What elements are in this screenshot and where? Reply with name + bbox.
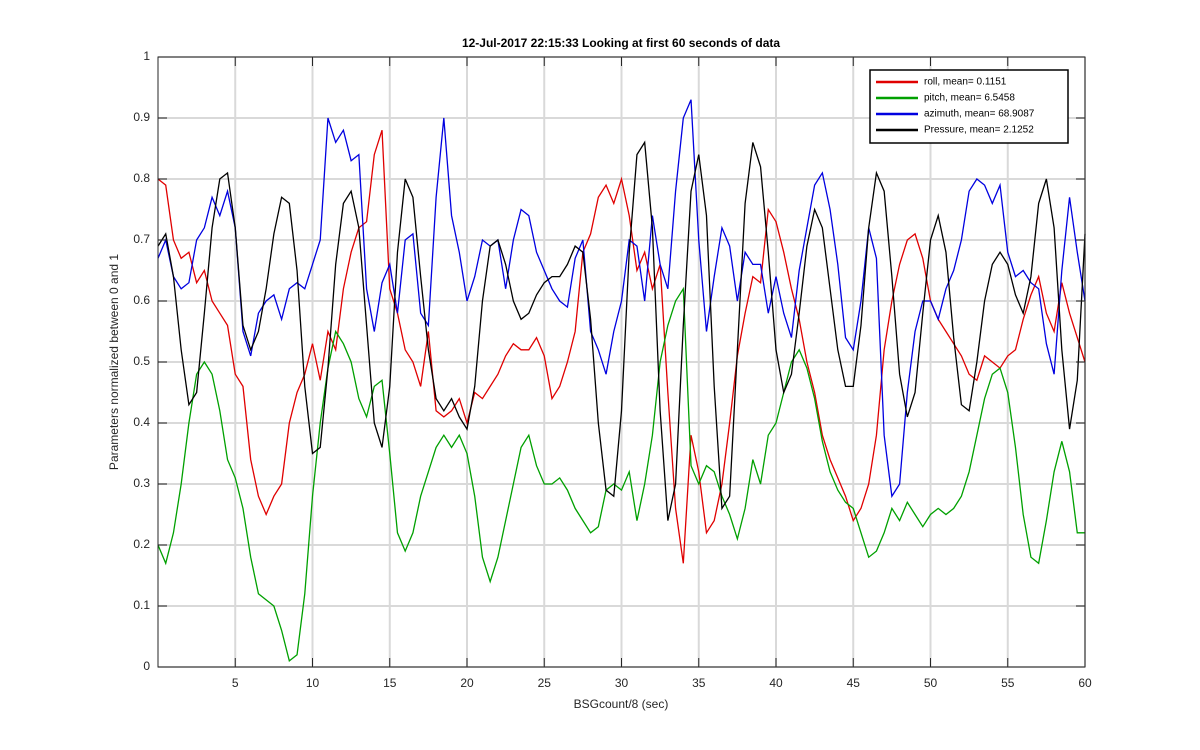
x-tick-label: 60 bbox=[1078, 676, 1092, 690]
legend-label: pitch, mean= 6.5458 bbox=[924, 93, 1015, 104]
y-tick-label: 1 bbox=[143, 49, 150, 63]
chart-title: 12-Jul-2017 22:15:33 Looking at first 60… bbox=[462, 36, 780, 50]
legend-label: azimuth, mean= 68.9087 bbox=[924, 109, 1035, 120]
y-tick-label: 0.2 bbox=[133, 537, 150, 551]
y-tick-label: 0.7 bbox=[133, 232, 150, 246]
x-tick-label: 25 bbox=[538, 676, 552, 690]
legend: roll, mean= 0.1151 pitch, mean= 6.5458 azi… bbox=[869, 69, 1069, 144]
x-tick-label: 20 bbox=[460, 676, 474, 690]
y-axis-label: Parameters normalized between 0 and 1 bbox=[107, 254, 121, 470]
x-tick-label: 45 bbox=[847, 676, 861, 690]
y-tick-label: 0.5 bbox=[133, 354, 150, 368]
y-tick-label: 0.3 bbox=[133, 476, 150, 490]
x-tick-label: 15 bbox=[383, 676, 397, 690]
x-tick-label: 10 bbox=[306, 676, 320, 690]
x-tick-label: 30 bbox=[615, 676, 629, 690]
x-tick-label: 50 bbox=[924, 676, 938, 690]
x-tick-label: 5 bbox=[232, 676, 239, 690]
legend-label: roll, mean= 0.1151 bbox=[924, 77, 1007, 88]
legend-label: Pressure, mean= 2.1252 bbox=[924, 125, 1034, 136]
y-tick-label: 0.9 bbox=[133, 110, 150, 124]
series-line bbox=[157, 99, 1086, 499]
y-tick-label: 0.1 bbox=[133, 598, 150, 612]
x-tick-label: 55 bbox=[1001, 676, 1015, 690]
x-tick-label: 35 bbox=[692, 676, 706, 690]
y-tick-label: 0.6 bbox=[133, 293, 150, 307]
x-axis-label: BSGcount/8 (sec) bbox=[574, 697, 669, 711]
series-line bbox=[157, 140, 1086, 521]
series-line bbox=[157, 286, 1085, 663]
y-tick-label: 0.8 bbox=[133, 171, 150, 185]
y-tick-label: 0 bbox=[143, 659, 150, 673]
y-tick-label: 0.4 bbox=[133, 415, 150, 429]
x-tick-label: 40 bbox=[769, 676, 783, 690]
